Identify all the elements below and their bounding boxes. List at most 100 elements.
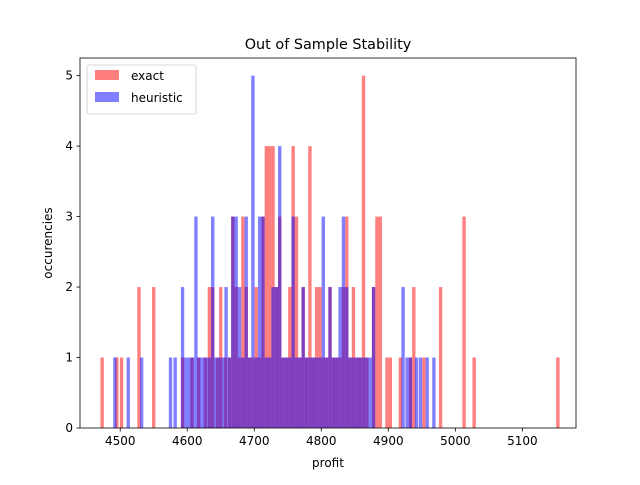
- bar-heuristic-23: [241, 357, 245, 428]
- bar-heuristic-45: [314, 357, 319, 428]
- bar-heuristic-10: [197, 357, 201, 428]
- bar-heuristic-4: [173, 357, 177, 428]
- x-tick-label-4600: 4600: [172, 434, 203, 448]
- y-tick-label-0: 0: [65, 421, 73, 435]
- bar-heuristic-25: [247, 357, 252, 428]
- bar-exact-54: [361, 75, 366, 429]
- bar-heuristic-13: [207, 357, 212, 428]
- bar-exact-65: [438, 287, 443, 428]
- bar-heuristic-28: [257, 216, 262, 428]
- bar-heuristic-48: [324, 357, 329, 428]
- bar-heuristic-47: [321, 216, 325, 428]
- bar-heuristic-20: [231, 216, 235, 428]
- bar-heuristic-44: [311, 357, 315, 428]
- bar-exact-58: [378, 216, 382, 428]
- y-tick-label-4: 4: [65, 139, 73, 153]
- legend-label-exact: exact: [131, 69, 164, 83]
- bar-heuristic-15: [214, 357, 218, 428]
- bar-heuristic-18: [224, 287, 228, 428]
- bar-exact-3: [137, 287, 141, 428]
- bar-heuristic-29: [261, 216, 265, 428]
- legend-swatch-heuristic: [95, 92, 119, 102]
- bar-heuristic-51: [335, 357, 339, 428]
- bar-heuristic-43: [308, 357, 312, 428]
- bar-heuristic-63: [401, 287, 405, 428]
- bar-heuristic-64: [405, 357, 409, 428]
- series-heuristic-bars: [113, 75, 436, 429]
- x-tick-label-5100: 5100: [507, 434, 538, 448]
- bar-heuristic-19: [227, 357, 232, 428]
- bar-exact-34: [294, 216, 299, 428]
- bar-heuristic-3: [168, 357, 173, 428]
- bar-heuristic-27: [254, 357, 258, 428]
- bar-heuristic-67: [418, 357, 423, 428]
- bar-heuristic-42: [304, 357, 309, 428]
- bar-heuristic-8: [190, 357, 195, 428]
- bar-heuristic-11: [200, 357, 205, 428]
- legend-swatch-exact: [95, 70, 119, 80]
- bar-heuristic-37: [288, 357, 292, 428]
- bar-heuristic-0: [113, 357, 117, 428]
- bar-exact-25: [264, 146, 269, 428]
- bar-heuristic-39: [294, 357, 299, 428]
- bar-heuristic-30: [264, 357, 269, 428]
- bar-heuristic-32: [271, 287, 275, 428]
- bar-heuristic-69: [432, 357, 436, 428]
- bar-heuristic-16: [217, 357, 222, 428]
- bar-heuristic-49: [328, 287, 332, 428]
- bar-exact-4: [152, 287, 156, 428]
- bar-heuristic-62: [371, 287, 376, 428]
- legend-label-heuristic: heuristic: [131, 91, 183, 105]
- y-tick-label-3: 3: [65, 210, 73, 224]
- bar-heuristic-61: [368, 357, 372, 428]
- x-axis-label: profit: [312, 456, 344, 470]
- bar-heuristic-14: [211, 216, 215, 428]
- x-tick-label-4500: 4500: [105, 434, 136, 448]
- bar-heuristic-46: [318, 357, 322, 428]
- x-axis: 4500 4600 4700 4800 4900 5000 5100: [105, 428, 538, 448]
- bar-heuristic-35: [281, 357, 285, 428]
- bar-heuristic-17: [221, 357, 225, 428]
- bar-exact-57: [375, 216, 379, 428]
- y-tick-label-5: 5: [65, 69, 73, 83]
- bar-heuristic-50: [331, 357, 336, 428]
- bar-heuristic-6: [184, 357, 188, 428]
- bar-heuristic-2: [139, 357, 144, 428]
- chart-title: Out of Sample Stability: [245, 37, 412, 53]
- bar-heuristic-1: [126, 357, 130, 428]
- bar-heuristic-9: [194, 216, 198, 428]
- bar-heuristic-66: [414, 357, 419, 428]
- y-tick-label-1: 1: [65, 351, 73, 365]
- bar-heuristic-7: [187, 357, 191, 428]
- legend: exact heuristic: [86, 64, 197, 115]
- bar-exact-26: [268, 146, 272, 428]
- bar-exact-61: [398, 357, 403, 428]
- bar-heuristic-40: [298, 357, 302, 428]
- plot-area: [100, 75, 560, 429]
- bar-heuristic-26: [251, 75, 255, 429]
- bar-exact-0: [100, 357, 104, 428]
- bar-heuristic-60: [365, 357, 369, 428]
- x-tick-label-5000: 5000: [440, 434, 471, 448]
- bar-heuristic-34: [278, 146, 282, 428]
- bar-exact-64: [422, 357, 426, 428]
- bar-heuristic-21: [234, 216, 238, 428]
- x-tick-label-4700: 4700: [239, 434, 270, 448]
- bar-exact-2: [119, 357, 124, 428]
- y-axis: 0 1 2 3 4 5: [65, 69, 80, 435]
- bar-heuristic-5: [180, 287, 185, 428]
- y-axis-label: occurencies: [41, 207, 55, 278]
- y-tick-label-2: 2: [65, 280, 73, 294]
- bar-heuristic-59: [361, 357, 366, 428]
- bar-exact-59: [385, 357, 389, 428]
- bar-heuristic-53: [341, 216, 346, 428]
- bar-heuristic-31: [268, 357, 272, 428]
- bar-heuristic-56: [351, 357, 356, 428]
- x-tick-label-4900: 4900: [373, 434, 404, 448]
- bar-exact-68: [556, 357, 560, 428]
- bar-heuristic-52: [338, 287, 342, 428]
- bar-heuristic-33: [274, 287, 279, 428]
- bar-exact-38: [308, 146, 312, 428]
